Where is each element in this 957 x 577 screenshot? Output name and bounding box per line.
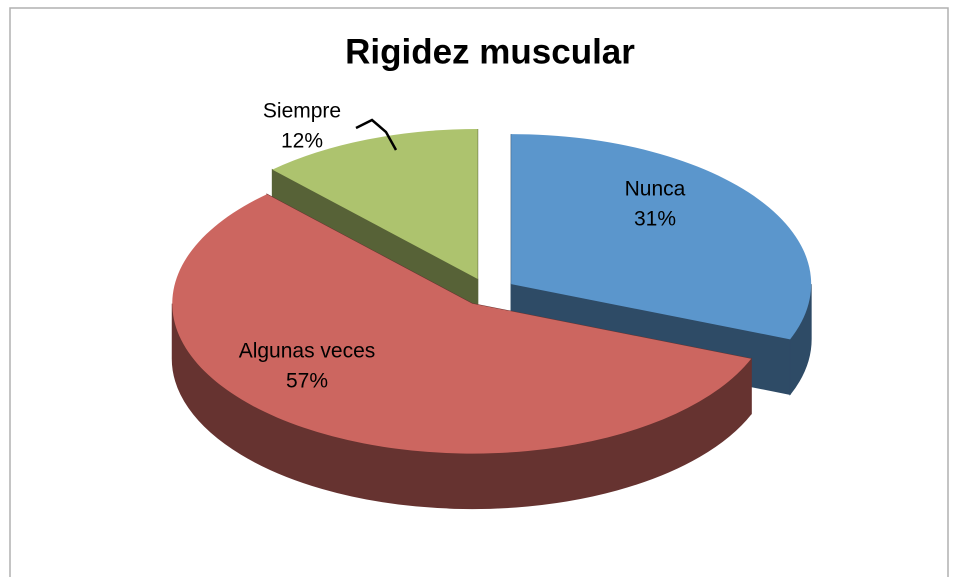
slice [172, 194, 752, 454]
slice-value-label: 31% [634, 208, 676, 231]
leader-line [355, 118, 398, 151]
slice-label: Siempre [263, 100, 341, 123]
chart-title: Rigidez muscular [345, 32, 635, 71]
slice-value-label: 57% [286, 370, 328, 393]
slice-label: Algunas veces [239, 340, 376, 363]
pie [171, 128, 812, 510]
slice-value-label: 12% [281, 130, 323, 153]
slice [272, 128, 478, 279]
slice [511, 134, 812, 340]
slice-label: Nunca [625, 178, 686, 201]
